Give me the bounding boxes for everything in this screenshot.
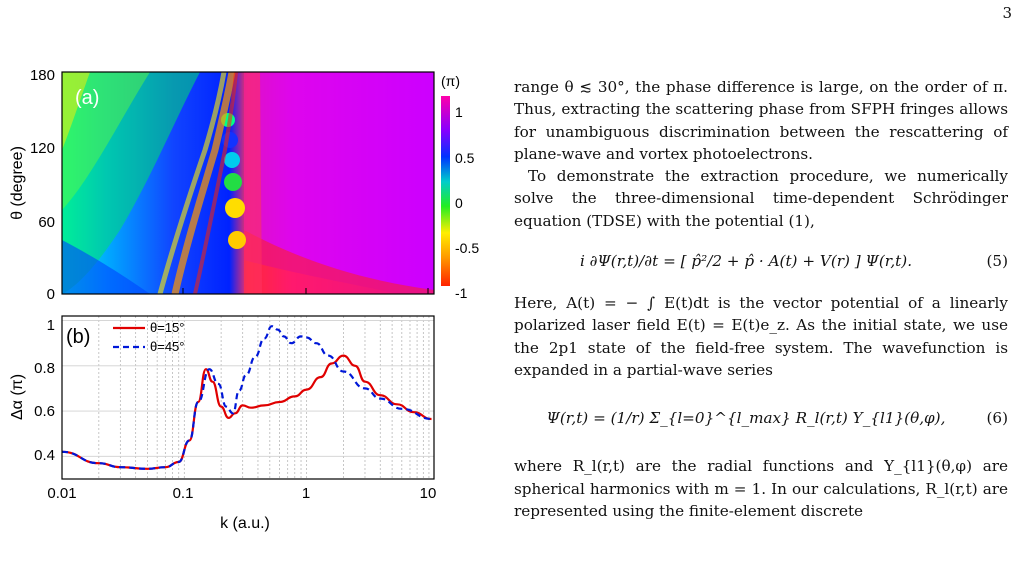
panel-a-ytick-180: 180 (30, 67, 55, 84)
paragraph-3: Here, A(t) = − ∫ E(t)dt is the vector po… (514, 294, 1008, 379)
panel-b-xtick-10: 10 (420, 485, 437, 502)
colorbar (441, 96, 450, 286)
panel-b-frame (61, 315, 435, 480)
colorbar-tick-0.5: 0.5 (455, 150, 475, 166)
legend: θ=15° θ=45° (113, 320, 184, 354)
panel-a-ylabel: θ (degree) (9, 146, 26, 220)
paragraph-2: To demonstrate the extraction procedure,… (514, 167, 1008, 230)
colorbar-tick-0: 0 (455, 195, 463, 211)
panel-b-xlabel: k (a.u.) (220, 515, 270, 532)
series-line-theta15 (62, 354, 432, 470)
legend-label-theta45: θ=45° (150, 339, 184, 354)
panel-b-xtick-0.01: 0.01 (47, 485, 76, 502)
heatmap-frame (61, 71, 435, 295)
panel-b-label: (b) (66, 326, 90, 348)
equation-6-number: (6) (986, 409, 1008, 428)
page-number: 3 (1002, 4, 1012, 22)
equation-6-body: Ψ(r,t) = (1/r) Σ_{l=0}^{l_max} R_l(r,t) … (546, 409, 946, 428)
panel-b-ytick-0.6: 0.6 (34, 403, 55, 420)
panel-b-ytick-0.8: 0.8 (34, 360, 55, 377)
panel-b-ytick-0.4: 0.4 (34, 447, 55, 464)
heatmap (62, 72, 434, 294)
colorbar-tick-1: 1 (455, 104, 463, 120)
heatmap-x-ticks (61, 288, 429, 294)
panel-a-label: (a) (75, 87, 99, 109)
panel-b-ytick-1: 1 (47, 317, 55, 334)
colorbar-tick-minus1: -1 (455, 285, 468, 301)
equation-5-number: (5) (986, 252, 1008, 271)
series-line-theta45 (62, 325, 432, 470)
equation-5: i ∂Ψ(r,t)/∂t = [ p̂²/2 + p̂ · A(t) + V(r… (514, 238, 1008, 286)
panel-b-ylabel: Δα (π) (9, 374, 26, 420)
colorbar-tick-minus0.5: -0.5 (455, 240, 479, 256)
panel-b-grid (61, 316, 434, 479)
equation-5-body: i ∂Ψ(r,t)/∂t = [ p̂²/2 + p̂ · A(t) + V(r… (579, 252, 913, 271)
panel-a-ytick-0: 0 (47, 286, 55, 303)
panel-b-xtick-1: 1 (302, 485, 310, 502)
panel-a-ytick-60: 60 (38, 214, 55, 231)
body-text-column: range θ ≲ 30°, the phase difference is l… (514, 76, 1008, 522)
panel-b: (b) θ=15° θ=45° 1 0.8 0.6 0.4 Δα (π) 0.0… (9, 315, 437, 532)
panel-a: (a) 180 120 60 0 θ (degree) (π) 1 0.5 0 … (9, 67, 479, 303)
equation-6: Ψ(r,t) = (1/r) Σ_{l=0}^{l_max} R_l(r,t) … (514, 387, 1008, 449)
legend-label-theta15: θ=15° (150, 320, 184, 335)
panel-b-xtick-0.1: 0.1 (173, 485, 194, 502)
figure: (a) 180 120 60 0 θ (degree) (π) 1 0.5 0 … (9, 67, 479, 532)
panel-b-curves (62, 325, 432, 470)
paragraph-1: range θ ≲ 30°, the phase difference is l… (514, 78, 1008, 163)
panel-a-ytick-120: 120 (30, 140, 55, 157)
paragraph-4: where R_l(r,t) are the radial functions … (514, 457, 1008, 520)
colorbar-unit: (π) (441, 73, 460, 89)
